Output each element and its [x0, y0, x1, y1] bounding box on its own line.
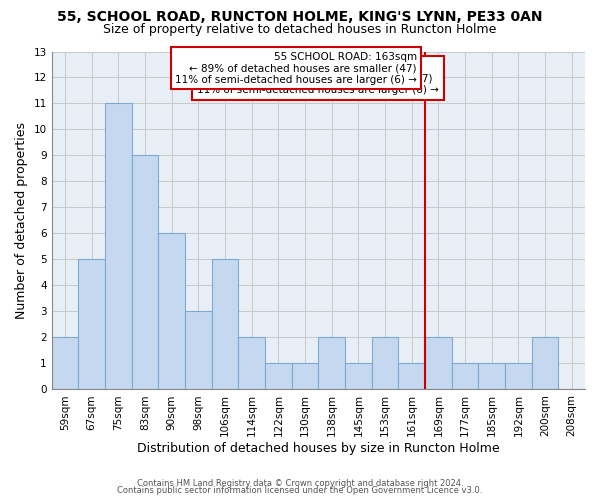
- Text: 55 SCHOOL ROAD: 163sqm
← 89% of detached houses are smaller (47)
11% of semi-det: 55 SCHOOL ROAD: 163sqm ← 89% of detached…: [175, 52, 417, 84]
- Bar: [505, 364, 532, 390]
- Bar: [265, 364, 292, 390]
- Text: Contains HM Land Registry data © Crown copyright and database right 2024.: Contains HM Land Registry data © Crown c…: [137, 478, 463, 488]
- Bar: [52, 338, 79, 390]
- Bar: [131, 156, 158, 390]
- Text: 55 SCHOOL ROAD: 163sqm
← 89% of detached houses are smaller (47)
11% of semi-det: 55 SCHOOL ROAD: 163sqm ← 89% of detached…: [197, 62, 439, 95]
- Bar: [292, 364, 319, 390]
- Bar: [158, 234, 185, 390]
- Bar: [345, 364, 371, 390]
- Bar: [185, 312, 212, 390]
- Bar: [238, 338, 265, 390]
- Y-axis label: Number of detached properties: Number of detached properties: [15, 122, 28, 319]
- Bar: [425, 338, 452, 390]
- X-axis label: Distribution of detached houses by size in Runcton Holme: Distribution of detached houses by size …: [137, 442, 500, 455]
- Bar: [478, 364, 505, 390]
- Bar: [452, 364, 478, 390]
- Text: 55, SCHOOL ROAD, RUNCTON HOLME, KING'S LYNN, PE33 0AN: 55, SCHOOL ROAD, RUNCTON HOLME, KING'S L…: [57, 10, 543, 24]
- Bar: [398, 364, 425, 390]
- Text: Size of property relative to detached houses in Runcton Holme: Size of property relative to detached ho…: [103, 22, 497, 36]
- Bar: [371, 338, 398, 390]
- Bar: [79, 260, 105, 390]
- Text: Contains public sector information licensed under the Open Government Licence v3: Contains public sector information licen…: [118, 486, 482, 495]
- Bar: [212, 260, 238, 390]
- Bar: [319, 338, 345, 390]
- Bar: [105, 104, 131, 390]
- Bar: [532, 338, 559, 390]
